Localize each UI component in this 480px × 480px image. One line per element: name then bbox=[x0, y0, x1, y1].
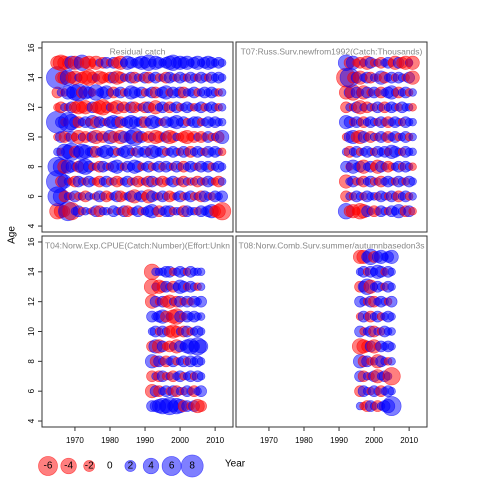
bubble bbox=[408, 88, 417, 97]
bubble bbox=[382, 367, 401, 386]
bubble bbox=[405, 55, 420, 70]
bubble bbox=[195, 400, 207, 412]
y-tick-label: 4 bbox=[27, 223, 36, 228]
legend-bubble bbox=[60, 457, 77, 475]
bubble bbox=[194, 339, 209, 354]
bubble bbox=[381, 396, 402, 416]
bubble bbox=[196, 327, 206, 336]
bubble bbox=[217, 73, 227, 82]
panel: T08:Norw.Comb.Surv.summer/autumnbasedon3… bbox=[239, 240, 425, 416]
bubble bbox=[387, 342, 396, 351]
bubble bbox=[408, 177, 417, 186]
bubble bbox=[387, 386, 396, 396]
x-tick-label: 1980 bbox=[295, 436, 313, 445]
y-tick-label: 10 bbox=[27, 132, 36, 141]
bubble bbox=[217, 177, 227, 186]
legend-label: 2 bbox=[128, 461, 134, 472]
panel-frame bbox=[235, 41, 428, 233]
y-tick-label: 14 bbox=[27, 267, 36, 276]
panel-title: T04:Norw.Exp.CPUE(Catch:Number)(Effort:U… bbox=[45, 240, 230, 250]
panel: T07:Russ.Surv.newfrom1992(Catch:Thousand… bbox=[241, 46, 423, 220]
panel-title: Residual catch bbox=[110, 46, 166, 56]
bubble bbox=[196, 312, 206, 321]
legend-label: 8 bbox=[189, 461, 195, 472]
bubble bbox=[408, 162, 417, 171]
legend-label: -6 bbox=[44, 461, 53, 472]
panel: Residual catch bbox=[46, 46, 232, 222]
y-tick-label: 10 bbox=[27, 327, 36, 336]
legend-label: -4 bbox=[64, 461, 73, 472]
x-tick-label: 1980 bbox=[101, 436, 119, 445]
bubble bbox=[216, 190, 228, 203]
bubble bbox=[217, 58, 227, 67]
bubble bbox=[217, 117, 227, 127]
bubble bbox=[195, 295, 207, 308]
x-tick-label: 1970 bbox=[260, 436, 278, 445]
y-tick-label: 8 bbox=[27, 359, 36, 364]
bubble bbox=[195, 385, 207, 398]
x-tick-label: 2000 bbox=[171, 436, 189, 445]
bubble bbox=[196, 282, 206, 291]
bubble bbox=[217, 147, 227, 157]
x-tick-label: 2010 bbox=[206, 436, 224, 445]
legend-label: 6 bbox=[169, 461, 175, 472]
y-tick-label: 8 bbox=[27, 164, 36, 169]
x-tick-label: 1970 bbox=[66, 436, 84, 445]
x-tick-label: 1990 bbox=[330, 436, 348, 445]
bubble bbox=[196, 372, 206, 381]
bubble bbox=[387, 282, 396, 291]
y-tick-label: 6 bbox=[27, 194, 36, 199]
panel-title: T07:Russ.Surv.newfrom1992(Catch:Thousand… bbox=[241, 46, 423, 56]
bubble bbox=[217, 88, 227, 97]
bubble bbox=[408, 103, 417, 112]
bubble bbox=[405, 70, 420, 85]
panel: T04:Norw.Exp.CPUE(Catch:Number)(Effort:U… bbox=[45, 240, 230, 416]
bubble bbox=[408, 117, 417, 127]
x-tick-label: 2000 bbox=[365, 436, 383, 445]
y-tick-label: 16 bbox=[27, 237, 36, 246]
panel-title: T08:Norw.Comb.Surv.summer/autumnbasedon3… bbox=[239, 240, 425, 250]
bubble bbox=[213, 202, 232, 221]
y-tick-label: 16 bbox=[27, 43, 36, 52]
panel-frame bbox=[235, 235, 428, 428]
bubble bbox=[408, 207, 417, 216]
x-axis-label: Year bbox=[225, 459, 246, 470]
bubble bbox=[408, 147, 417, 157]
legend-label: 4 bbox=[148, 461, 154, 472]
bubble bbox=[408, 192, 417, 201]
y-tick-label: 6 bbox=[27, 388, 36, 393]
y-tick-label: 12 bbox=[27, 297, 36, 306]
legend-bubble bbox=[124, 460, 137, 472]
legend-label: 0 bbox=[107, 461, 113, 472]
x-tick-label: 2010 bbox=[400, 436, 418, 445]
x-tick-label: 1990 bbox=[136, 436, 154, 445]
bubble bbox=[215, 129, 230, 145]
bubble bbox=[387, 267, 396, 277]
legend-bubble bbox=[180, 454, 204, 478]
legend-bubble bbox=[38, 456, 58, 476]
y-tick-label: 14 bbox=[27, 73, 36, 82]
bubble bbox=[385, 295, 398, 308]
bubble bbox=[408, 132, 417, 142]
bubble bbox=[217, 103, 227, 112]
bubble bbox=[196, 267, 206, 277]
legend-bubble bbox=[142, 457, 160, 475]
bubble bbox=[196, 357, 206, 366]
bubble bbox=[217, 162, 227, 171]
y-tick-label: 12 bbox=[27, 102, 36, 111]
bubble bbox=[387, 312, 396, 321]
bubble bbox=[384, 249, 399, 264]
bubble bbox=[387, 327, 396, 336]
y-tick-label: 4 bbox=[27, 418, 36, 423]
legend-label: -2 bbox=[85, 461, 94, 472]
y-axis-label: Age bbox=[7, 226, 18, 244]
bubble bbox=[387, 357, 396, 366]
legend-bubble bbox=[83, 460, 96, 472]
